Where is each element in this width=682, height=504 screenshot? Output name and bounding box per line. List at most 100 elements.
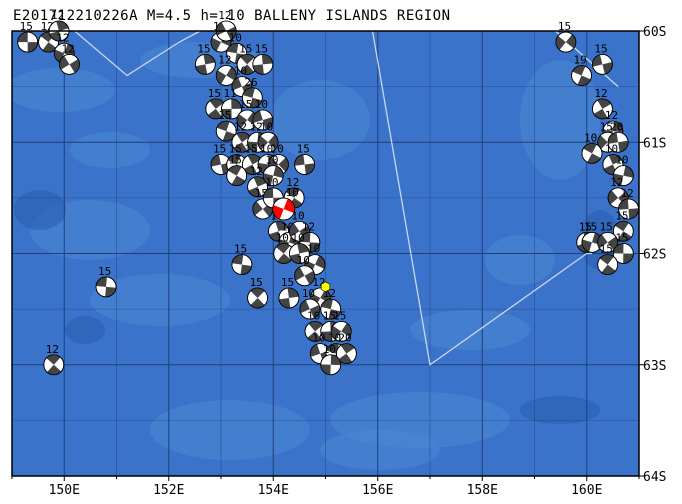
beachball-rim xyxy=(602,154,624,175)
beachball-quadrant xyxy=(96,276,107,287)
depth-label: 12 xyxy=(51,9,64,22)
shallow-patch xyxy=(410,310,530,350)
beachball-quadrant xyxy=(341,323,352,337)
beachball-rim xyxy=(581,142,603,164)
beachball-quadrant xyxy=(623,165,634,178)
beachball-quadrant xyxy=(263,173,274,186)
beachball-quadrant xyxy=(240,264,252,275)
beachball-quadrant xyxy=(250,288,265,298)
beachball-rim xyxy=(288,243,310,264)
depth-label: 10 xyxy=(291,209,304,222)
focal-mechanism: 15 xyxy=(581,220,603,253)
lon-tick-label: 150E xyxy=(49,483,80,498)
focal-mechanism: 15 xyxy=(95,265,117,298)
deep-patch xyxy=(520,396,600,424)
beachball-quadrant xyxy=(294,267,305,281)
beachball-rim xyxy=(320,354,342,376)
beachball-quadrant xyxy=(47,364,62,375)
depth-label: 10 xyxy=(265,154,278,167)
axis-ticks: 150E 152E 154E 156E 158E 160E 60S 61S 62S 63S 64S xyxy=(11,25,666,498)
depth-label: 20 xyxy=(338,332,351,345)
beachball-rim xyxy=(607,187,629,209)
beachball-quadrant xyxy=(593,108,608,119)
focal-mechanism: 10 xyxy=(294,254,316,287)
beachball-quadrant xyxy=(240,54,255,65)
beachball-quadrant xyxy=(613,243,624,254)
beachball-quadrant xyxy=(59,55,70,70)
depth-label: 15 xyxy=(584,220,597,233)
lat-tick-label: 63S xyxy=(643,359,666,374)
lon-tick-label: 160E xyxy=(571,483,602,498)
lon-tick-label: 154E xyxy=(258,483,289,498)
beachball-quadrant xyxy=(231,254,244,265)
beachball-quadrant xyxy=(555,35,566,50)
beachball-quadrant xyxy=(279,298,291,308)
beachball-quadrant xyxy=(226,66,237,81)
depth-label: 15 xyxy=(594,42,607,55)
beachball-rim xyxy=(330,320,352,342)
focal-mechanism: 15 xyxy=(278,276,300,309)
beachball-rim xyxy=(43,354,65,376)
beachball-quadrant xyxy=(309,242,320,253)
beachball-rim xyxy=(299,298,321,320)
beachball-quadrant xyxy=(195,64,208,75)
depth-label: 15 xyxy=(255,42,268,55)
depth-label: 15 xyxy=(579,220,592,233)
focal-mechanism: 15 xyxy=(597,243,619,276)
beachball-quadrant xyxy=(203,54,216,65)
deep-patch xyxy=(65,316,105,344)
beachball-quadrant xyxy=(572,65,586,76)
focal-mechanism: 12 xyxy=(43,343,65,376)
lon-tick-label: 152E xyxy=(153,483,184,498)
beachball-rim xyxy=(304,254,326,276)
beachball-quadrant xyxy=(227,154,241,165)
beachball-quadrant xyxy=(207,108,222,119)
focal-mechanism: 15 xyxy=(241,143,263,175)
depth-label: 12 xyxy=(621,187,634,200)
beachball-quadrant xyxy=(233,142,248,153)
plate-boundary-line xyxy=(371,31,592,366)
focal-mechanisms: 1512121212151215151210151512102615111510… xyxy=(17,9,639,376)
beachball-quadrant xyxy=(263,187,274,199)
depth-label: 26 xyxy=(244,76,257,89)
lon-tick-label: 158E xyxy=(467,483,498,498)
depth-label: 20 xyxy=(610,120,623,133)
beachball-rim xyxy=(226,42,248,64)
beachball-rim xyxy=(241,87,263,109)
beachball-quadrant xyxy=(338,353,353,364)
depth-label: 15 xyxy=(234,243,247,256)
depth-label: 10 xyxy=(328,332,341,345)
focal-mechanism: 10 xyxy=(581,131,603,164)
focal-mechanism: 12 xyxy=(592,87,613,120)
beachball-rim xyxy=(278,287,300,309)
beachball-quadrant xyxy=(308,321,323,332)
beachball-quadrant xyxy=(597,234,608,249)
beachball-quadrant xyxy=(608,190,619,205)
beachball-quadrant xyxy=(315,255,326,269)
beachball-rim xyxy=(607,131,629,153)
beachball-quadrant xyxy=(607,236,618,251)
beachball-rim xyxy=(194,53,216,75)
beachball-quadrant xyxy=(221,108,232,119)
focal-mechanism: 15 xyxy=(236,98,258,131)
depth-label: 15 xyxy=(229,143,242,156)
deep-patch xyxy=(14,190,66,230)
depth-label: 12 xyxy=(610,176,623,189)
beachball-rim xyxy=(612,165,634,187)
beachball-quadrant xyxy=(565,34,576,49)
shallow-patch xyxy=(150,400,310,460)
depth-label: 10 xyxy=(276,232,289,245)
focal-mechanism: 10 xyxy=(299,287,321,320)
beachball-quadrant xyxy=(231,175,246,186)
depth-label: 15 xyxy=(600,243,613,256)
depth-label: 15 xyxy=(615,209,628,222)
depth-label: 10 xyxy=(312,332,325,345)
beachball-quadrant xyxy=(216,70,227,85)
depth-label: 10 xyxy=(291,232,304,245)
depth-label: 15 xyxy=(98,265,111,278)
beachball-quadrant xyxy=(226,43,239,54)
depth-label: 10 xyxy=(605,143,618,156)
beachball-quadrant xyxy=(623,253,634,264)
depth-label: 10 xyxy=(307,243,320,256)
focal-mechanism: 19 xyxy=(571,54,592,86)
